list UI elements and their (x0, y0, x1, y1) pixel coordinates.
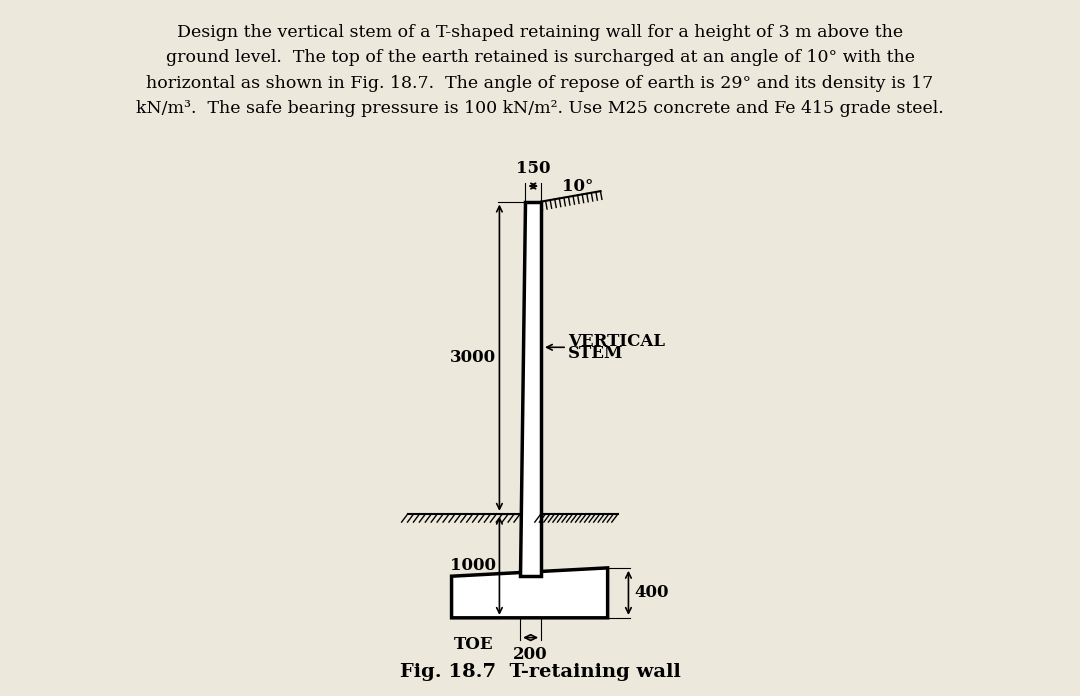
Text: STEM: STEM (568, 345, 623, 362)
Text: Design the vertical stem of a T-shaped retaining wall for a height of 3 m above : Design the vertical stem of a T-shaped r… (136, 24, 944, 117)
Text: 3000: 3000 (450, 349, 497, 366)
Text: TOE: TOE (454, 636, 494, 654)
Text: 200: 200 (513, 646, 548, 663)
Text: 150: 150 (516, 159, 551, 177)
Text: 400: 400 (635, 585, 670, 601)
Polygon shape (521, 202, 541, 576)
Text: Fig. 18.7  T-retaining wall: Fig. 18.7 T-retaining wall (400, 663, 680, 681)
Text: VERTICAL: VERTICAL (568, 333, 665, 349)
Text: 1000: 1000 (450, 557, 497, 574)
Text: 10°: 10° (562, 178, 593, 196)
Polygon shape (451, 568, 608, 618)
